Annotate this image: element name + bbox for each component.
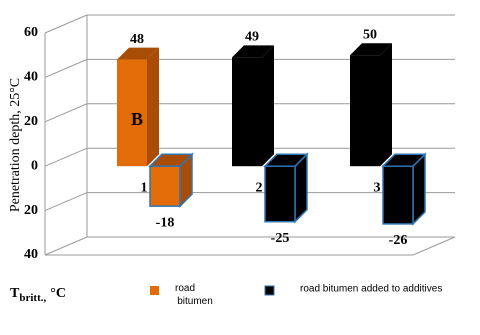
x-axis-label: Tbritt., °C bbox=[10, 286, 66, 303]
legend-swatch bbox=[264, 285, 275, 296]
legend-label: road bitumen bbox=[175, 283, 213, 307]
y-tick-label: 0 bbox=[31, 158, 38, 173]
bar-front bbox=[149, 165, 181, 207]
bar-side bbox=[380, 43, 392, 167]
x-label-main: T bbox=[10, 286, 20, 301]
legend-label-line: bitumen bbox=[177, 296, 213, 307]
legend-swatch bbox=[150, 286, 159, 295]
floor-edge bbox=[45, 236, 456, 256]
x-tick-label: 1 bbox=[141, 180, 148, 195]
bar bbox=[148, 152, 194, 208]
data-label: 50 bbox=[363, 27, 377, 42]
bar-side bbox=[147, 47, 159, 167]
x-label-sub: britt., bbox=[19, 292, 46, 304]
y-tick-label: 60 bbox=[24, 25, 38, 40]
y-tick-label: 40 bbox=[24, 247, 38, 262]
bar bbox=[350, 43, 392, 167]
legend-label: road bitumen added to additives bbox=[300, 284, 442, 295]
bar bbox=[381, 152, 427, 226]
bar-front bbox=[264, 165, 296, 223]
x-tick-label: 2 bbox=[256, 180, 263, 195]
data-label: -26 bbox=[389, 233, 408, 248]
y-tick-label: 40 bbox=[24, 70, 38, 85]
data-label: 49 bbox=[245, 30, 259, 45]
bar-top bbox=[350, 43, 392, 56]
annotation: B bbox=[131, 109, 143, 129]
bar-side bbox=[262, 45, 274, 167]
y-tick-label: 20 bbox=[24, 114, 38, 129]
bar-front bbox=[232, 57, 262, 167]
bar-front bbox=[117, 59, 147, 167]
data-label: 48 bbox=[130, 32, 144, 47]
bar-front bbox=[350, 55, 380, 167]
bar bbox=[117, 47, 159, 167]
x-label-unit: °C bbox=[50, 286, 66, 301]
bar bbox=[263, 152, 309, 224]
data-label: -25 bbox=[271, 231, 290, 246]
legend-label-line: road bbox=[175, 283, 195, 294]
y-axis-label: Penetration depth, 25°C bbox=[8, 78, 23, 212]
bar bbox=[232, 45, 274, 167]
bar-front bbox=[382, 165, 414, 225]
bar-top bbox=[117, 47, 159, 60]
bar-top bbox=[232, 45, 274, 58]
x-tick-label: 3 bbox=[374, 180, 381, 195]
y-tick-label: 20 bbox=[24, 203, 38, 218]
data-label: -18 bbox=[156, 215, 175, 230]
